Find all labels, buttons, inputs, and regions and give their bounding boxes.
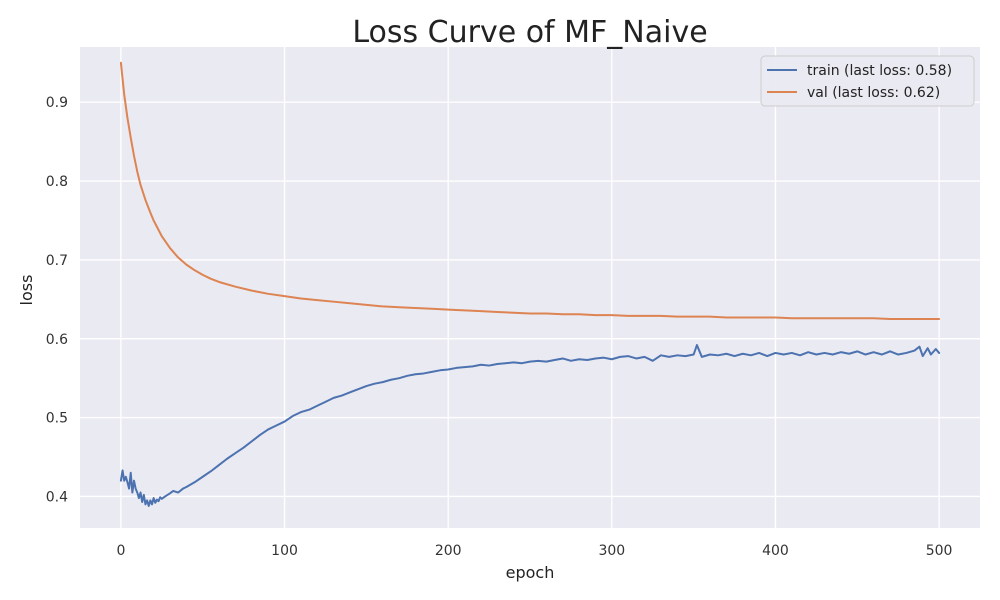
legend-box [760, 55, 975, 107]
y-tick-label-1: 0.5 [46, 411, 68, 427]
x-tick-label-1: 100 [271, 543, 298, 559]
y-tick-label-3: 0.7 [46, 253, 68, 269]
y-tick-label-4: 0.8 [46, 174, 68, 190]
y-tick-label-5: 0.9 [46, 95, 68, 111]
x-tick-label-5: 500 [926, 543, 953, 559]
val-loss-line [119, 61, 941, 321]
x-axis-label: epoch [506, 563, 555, 582]
x-tick-label-2: 200 [435, 543, 462, 559]
x-tick-label-4: 400 [762, 543, 789, 559]
legend-val-label: val (last loss: 0.62) [807, 85, 940, 101]
plot-area [80, 47, 980, 528]
train-loss-line [119, 344, 941, 507]
y-axis-label: loss [17, 275, 36, 306]
tick-labels: 0 100 200 300 400 500 0.4 0.5 0.6 0.7 0.8 0.9 [46, 95, 953, 559]
series-lines [119, 61, 941, 507]
grid-lines [80, 47, 980, 528]
x-tick-label-3: 300 [598, 543, 625, 559]
chart-title: Loss Curve of MF_Naive [352, 15, 707, 50]
y-tick-label-2: 0.6 [46, 332, 68, 348]
legend-train-label: train (last loss: 0.58) [807, 63, 952, 79]
x-tick-label-0: 0 [116, 543, 125, 559]
legend: train (last loss: 0.58) val (last loss: … [760, 55, 975, 107]
y-tick-label-0: 0.4 [46, 489, 68, 505]
